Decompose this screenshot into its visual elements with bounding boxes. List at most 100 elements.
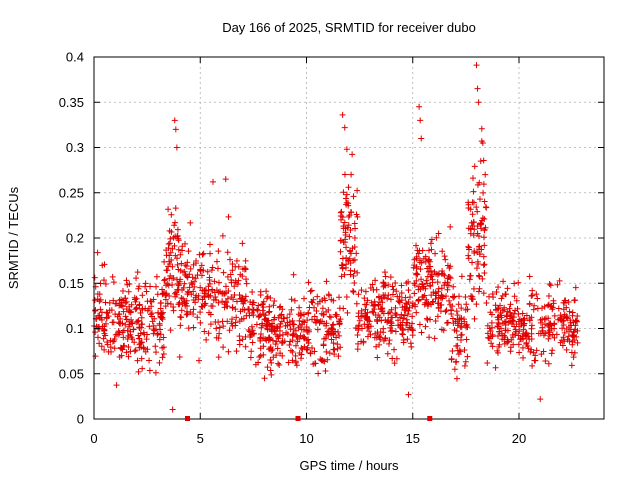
data-point [246, 328, 253, 335]
data-point [233, 298, 240, 305]
data-point [170, 274, 177, 281]
data-point [530, 306, 537, 313]
data-point [237, 308, 244, 315]
data-point [519, 310, 526, 317]
y-tick-label: 0.2 [66, 231, 84, 246]
data-point [574, 327, 581, 334]
data-point [528, 314, 535, 321]
data-point [516, 349, 523, 356]
data-point [456, 347, 463, 354]
data-point [475, 272, 482, 279]
data-point [166, 275, 173, 282]
data-point [190, 306, 197, 313]
data-point [481, 269, 488, 276]
data-point [511, 323, 518, 330]
data-point [182, 302, 189, 309]
data-point [152, 369, 159, 376]
data-point [214, 265, 221, 272]
data-point [247, 354, 254, 361]
data-point [465, 244, 472, 251]
data-point [307, 350, 314, 357]
data-point [111, 345, 118, 352]
data-point [165, 206, 172, 213]
data-point [213, 258, 220, 265]
data-point [566, 328, 573, 335]
data-point [370, 309, 377, 316]
data-point [269, 320, 276, 327]
data-point [480, 290, 487, 297]
data-point [526, 317, 533, 324]
data-point [367, 284, 374, 291]
data-point [160, 334, 167, 341]
data-point [337, 344, 344, 351]
data-point [200, 267, 207, 274]
data-point [231, 283, 238, 290]
data-point [508, 311, 515, 318]
data-point [551, 312, 558, 319]
data-point [564, 315, 571, 322]
data-point [99, 325, 106, 332]
data-point [486, 335, 493, 342]
data-point [456, 316, 463, 323]
data-point [470, 285, 477, 292]
data-point [396, 299, 403, 306]
data-point [343, 199, 350, 206]
data-point [479, 215, 486, 222]
data-point [229, 323, 236, 330]
data-point [289, 357, 296, 364]
data-point [389, 283, 396, 290]
data-point [426, 247, 433, 254]
data-point [343, 191, 350, 198]
data-point [139, 292, 146, 299]
data-point [289, 317, 296, 324]
data-point [431, 269, 438, 276]
data-point [456, 315, 463, 322]
data-point [476, 196, 483, 203]
data-point [101, 261, 108, 268]
data-point [550, 297, 557, 304]
x-tick-label: 0 [90, 431, 97, 446]
data-point [457, 336, 464, 343]
data-point [92, 329, 99, 336]
data-point [229, 316, 236, 323]
data-point [213, 296, 220, 303]
data-point [344, 309, 351, 316]
data-point [167, 272, 174, 279]
data-point [320, 342, 327, 349]
data-point [438, 326, 445, 333]
data-point [469, 259, 476, 266]
data-point [473, 265, 480, 272]
data-point [381, 282, 388, 289]
data-point [431, 335, 438, 342]
data-point [205, 330, 212, 337]
data-point [92, 353, 99, 360]
data-point [560, 334, 567, 341]
data-point [387, 274, 394, 281]
data-point [224, 318, 231, 325]
data-point [508, 336, 515, 343]
data-point [404, 319, 411, 326]
data-point [427, 283, 434, 290]
data-point [283, 329, 290, 336]
data-point [172, 126, 179, 133]
data-point [384, 350, 391, 357]
data-point [241, 266, 248, 273]
data-point [177, 276, 184, 283]
data-point [196, 357, 203, 364]
data-point [287, 326, 294, 333]
data-point [533, 347, 540, 354]
data-point [558, 337, 565, 344]
data-point [164, 280, 171, 287]
data-point [339, 264, 346, 271]
data-point [481, 242, 488, 249]
data-point [96, 314, 103, 321]
data-point [249, 307, 256, 314]
data-point [375, 302, 382, 309]
data-point [131, 339, 138, 346]
data-point [103, 314, 110, 321]
data-point [439, 268, 446, 275]
data-point [316, 298, 323, 305]
data-point [413, 271, 420, 278]
data-point [91, 297, 98, 304]
data-point [444, 279, 451, 286]
